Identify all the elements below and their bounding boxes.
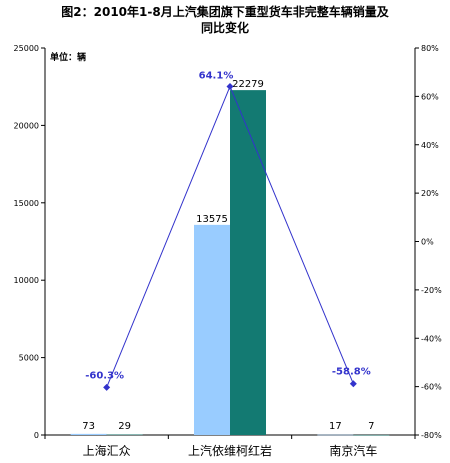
- bar-value-label: 22279: [232, 79, 264, 90]
- y2-tick-label: 20%: [421, 189, 439, 198]
- y2-tick-label: 60%: [421, 92, 439, 101]
- y-tick-label: 10000: [14, 276, 39, 285]
- y2-tick-label: -20%: [421, 286, 442, 295]
- yoy-label: -60.3%: [85, 370, 124, 381]
- bar: [230, 90, 266, 435]
- yoy-marker: [349, 380, 357, 388]
- y-tick-label: 20000: [14, 121, 39, 130]
- y2-tick-label: 80%: [421, 44, 439, 53]
- yoy-marker: [226, 82, 234, 90]
- bar-value-label: 73: [82, 421, 95, 432]
- yoy-label: -58.8%: [332, 367, 371, 378]
- x-tick-label: 南京汽车: [329, 443, 377, 458]
- bar: [317, 434, 354, 436]
- unit-label: 单位：辆: [50, 51, 86, 63]
- y2-tick-label: -60%: [421, 383, 442, 392]
- y2-tick-label: 0%: [421, 238, 434, 247]
- bar-value-label: 29: [118, 421, 131, 432]
- y-tick-label: 5000: [19, 354, 39, 363]
- x-tick-label: 上汽依维柯红岩: [188, 443, 272, 458]
- bar-value-label: 13575: [196, 214, 228, 225]
- chart-title-line-2: 同比变化: [200, 21, 249, 35]
- bar-value-label: 7: [368, 421, 374, 432]
- y-tick-label: 0: [34, 431, 39, 440]
- y-tick-label: 15000: [14, 199, 39, 208]
- yoy-label: 64.1%: [199, 70, 234, 81]
- x-tick-label: 上海汇众: [83, 443, 131, 458]
- y2-tick-label: -40%: [421, 334, 442, 343]
- chart-title-line-1: 图2：2010年1-8月上汽集团旗下重型货车非完整车辆销量及: [61, 5, 389, 19]
- bar: [70, 433, 107, 435]
- bar: [353, 434, 390, 436]
- bar-value-label: 17: [329, 421, 342, 432]
- chart-title: 图2：2010年1-8月上汽集团旗下重型货车非完整车辆销量及 同比变化: [0, 4, 450, 36]
- bar: [106, 434, 143, 436]
- y2-tick-label: -80%: [421, 431, 442, 440]
- y2-tick-label: 40%: [421, 141, 439, 150]
- bar: [194, 224, 230, 435]
- y-tick-label: 25000: [14, 44, 39, 53]
- yoy-marker: [103, 383, 111, 391]
